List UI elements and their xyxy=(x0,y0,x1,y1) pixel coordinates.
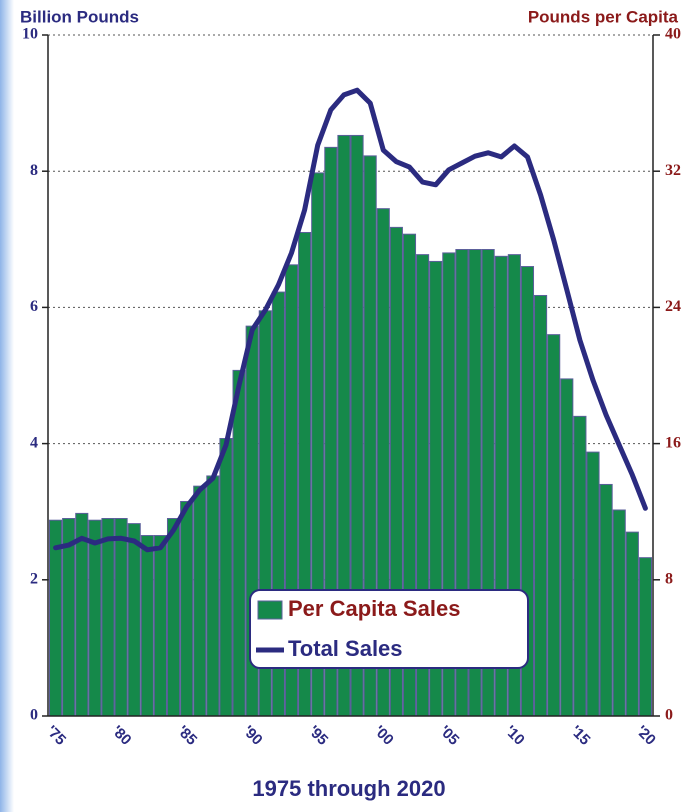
x-axis-label: 1975 through 2020 xyxy=(252,776,445,801)
bar xyxy=(586,451,600,717)
x-tick-label: '95 xyxy=(305,722,331,748)
bar xyxy=(180,500,194,717)
x-tick-label: '10 xyxy=(502,722,528,748)
bar xyxy=(612,509,626,717)
y2-tick-label: 8 xyxy=(665,570,673,587)
bar xyxy=(232,369,246,717)
x-tick-label: '20 xyxy=(633,722,659,748)
bar xyxy=(101,518,115,717)
y2-axis-label: Pounds per Capita xyxy=(528,7,679,26)
y2-tick-label: 0 xyxy=(665,707,673,724)
y2-tick-label: 16 xyxy=(665,434,681,451)
y-tick-label: 0 xyxy=(30,707,38,724)
x-tick-label: '80 xyxy=(108,722,134,748)
x-tick-label: '15 xyxy=(567,722,593,748)
background-edge xyxy=(0,0,14,812)
x-tick-label: '00 xyxy=(370,722,396,748)
bar xyxy=(206,475,220,717)
bar xyxy=(599,483,613,717)
bar xyxy=(547,334,561,717)
bar xyxy=(534,294,548,717)
bar xyxy=(153,535,167,717)
bar xyxy=(166,518,181,717)
bar xyxy=(127,523,141,717)
y-tick-label: 6 xyxy=(30,298,38,315)
bar xyxy=(219,437,233,717)
legend-label: Total Sales xyxy=(288,636,403,661)
x-tick-label: '85 xyxy=(174,722,200,748)
x-tick-label: '75 xyxy=(43,722,69,748)
y-tick-label: 4 xyxy=(30,434,38,451)
y2-tick-label: 24 xyxy=(665,298,681,315)
bar xyxy=(560,378,574,717)
bar xyxy=(75,512,89,717)
bar xyxy=(625,531,639,717)
y-axis-label: Billion Pounds xyxy=(20,7,139,26)
legend-label: Per Capita Sales xyxy=(288,596,460,621)
x-tick-label: '05 xyxy=(436,722,462,748)
x-tick-label: '90 xyxy=(239,722,265,748)
y-tick-label: 2 xyxy=(30,570,38,587)
y-tick-label: 10 xyxy=(22,26,38,43)
bar xyxy=(193,485,207,717)
line xyxy=(53,87,648,553)
y2-tick-label: 40 xyxy=(665,26,681,43)
bar xyxy=(638,557,652,717)
bar xyxy=(573,415,587,717)
y-tick-label: 8 xyxy=(30,162,38,179)
bar xyxy=(140,535,154,717)
legend: Per Capita Sales Total Sales xyxy=(249,589,529,669)
y2-tick-label: 32 xyxy=(665,162,681,179)
legend-swatch xyxy=(257,600,283,620)
bar xyxy=(88,519,102,717)
bar xyxy=(114,518,128,717)
legend-box xyxy=(249,589,529,669)
